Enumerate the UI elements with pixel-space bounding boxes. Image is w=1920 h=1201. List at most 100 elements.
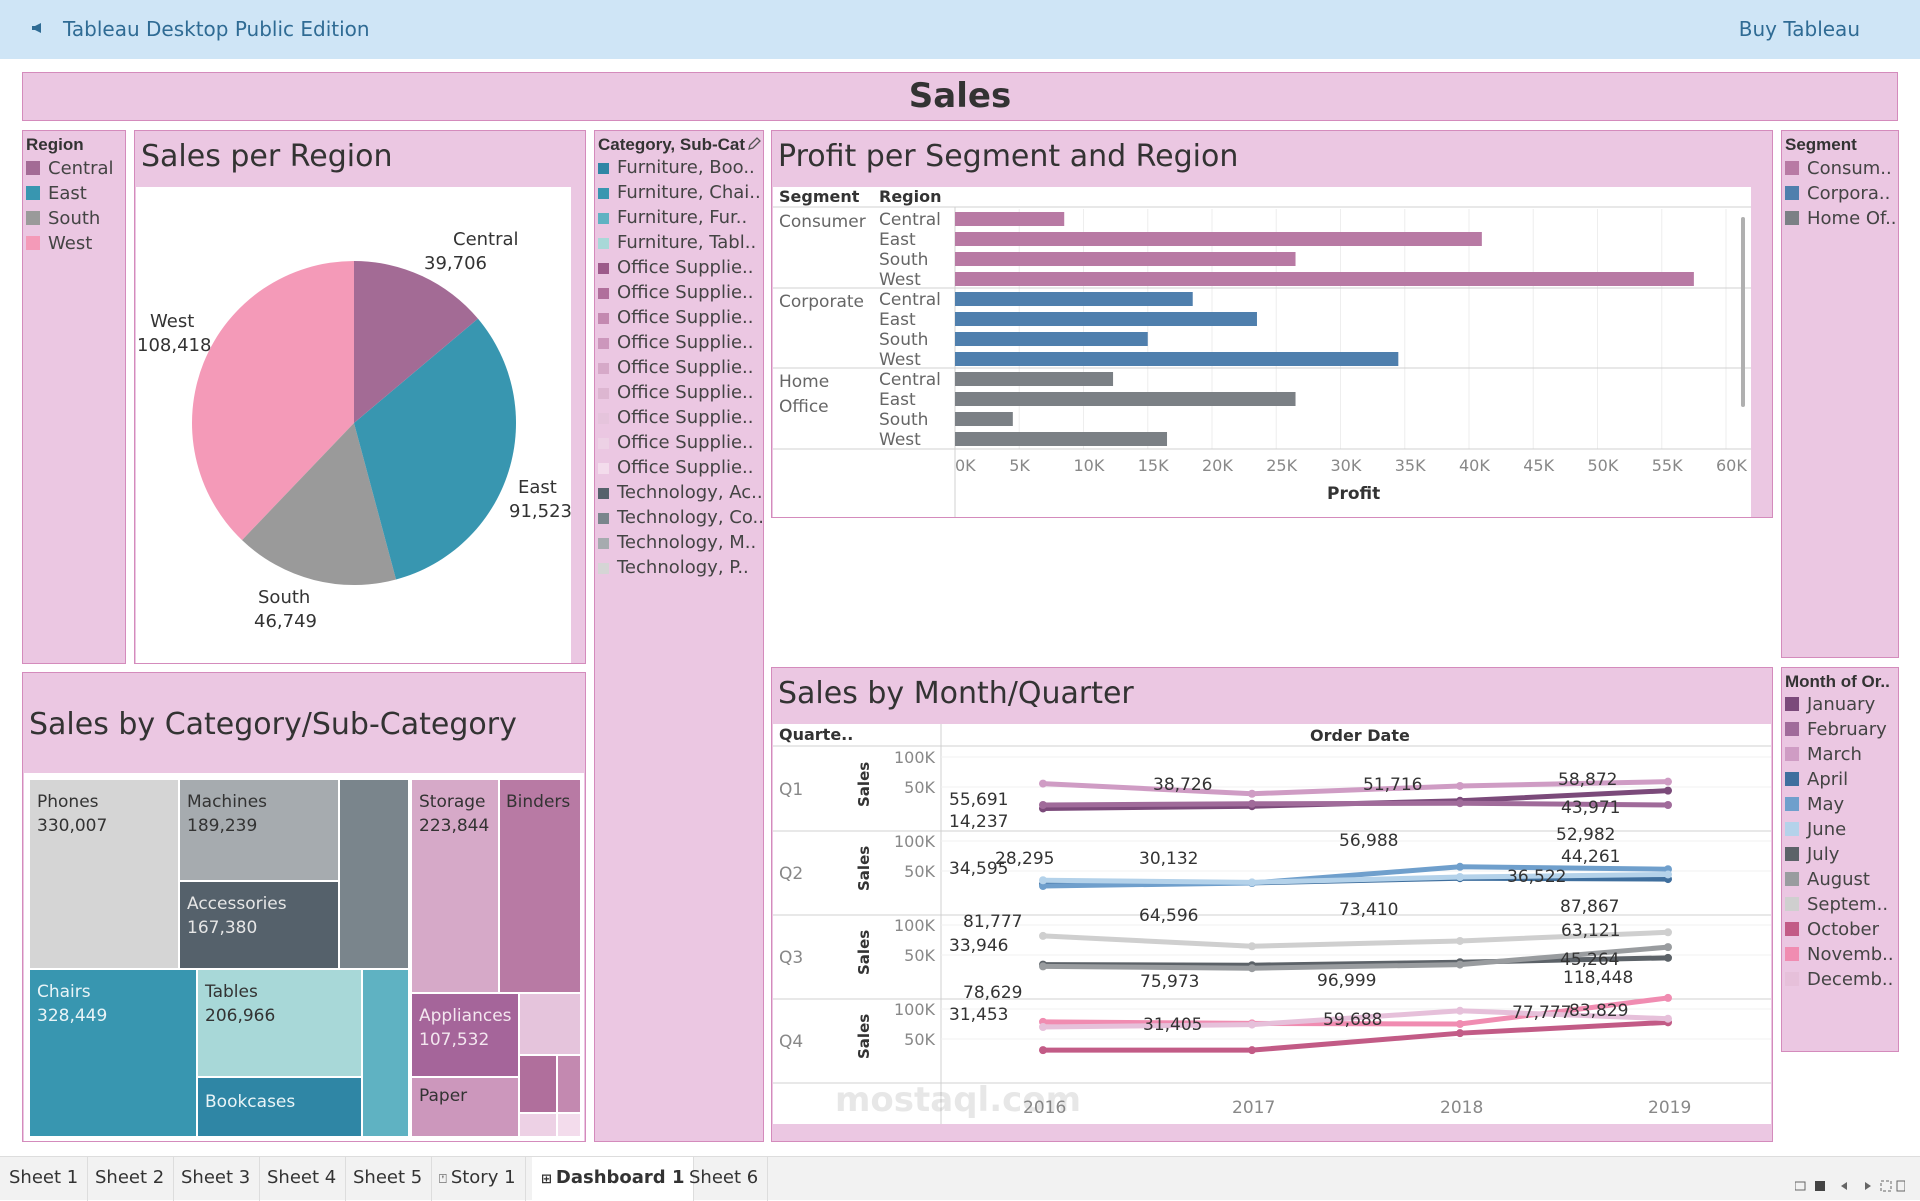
legend-item-category[interactable]: Office Supplie.. — [598, 307, 762, 331]
profit-bar[interactable] — [955, 292, 1193, 306]
stop-icon[interactable] — [1815, 1181, 1825, 1191]
series-point[interactable] — [1456, 1006, 1464, 1015]
tab-sheet-4[interactable]: Sheet 4 — [258, 1157, 347, 1201]
line-chart[interactable]: Quarte.. Order Date 100K 50K Q1 Sales 100K 50… — [773, 724, 1771, 1124]
legend-item-month[interactable]: Septem.. — [1785, 894, 1897, 918]
profit-bar[interactable] — [955, 312, 1257, 326]
series-point[interactable] — [1248, 1046, 1256, 1055]
series-line[interactable] — [1040, 1008, 1671, 1030]
fullscreen-icon[interactable] — [1880, 1180, 1892, 1192]
profit-bar[interactable] — [955, 372, 1114, 386]
legend-item-month[interactable]: March — [1785, 744, 1897, 768]
profit-bar[interactable] — [955, 412, 1013, 426]
profit-bar[interactable] — [955, 392, 1296, 406]
tile-storage[interactable] — [410, 778, 500, 994]
legend-item-category[interactable]: Furniture, Fur.. — [598, 207, 762, 231]
tile-appliances[interactable] — [410, 992, 520, 1078]
legend-item-month[interactable]: Novemb.. — [1785, 944, 1897, 968]
legend-item-category[interactable]: Technology, Ac.. — [598, 482, 762, 506]
series-point[interactable] — [1664, 953, 1672, 962]
profit-bar[interactable] — [955, 212, 1065, 226]
treemap-chart[interactable]: Phones 330,007 Machines 189,239 Accessor… — [24, 773, 584, 1141]
tab-dashboard-1[interactable]: ⊞ Dashboard 1 — [532, 1157, 695, 1201]
series-point[interactable] — [1664, 943, 1672, 952]
pie-chart[interactable]: Central 39,706 East 91,523 South 46,749 … — [136, 187, 572, 663]
series-point[interactable] — [1456, 781, 1464, 790]
series-point[interactable] — [1039, 962, 1047, 971]
grid-icon[interactable] — [1795, 1181, 1806, 1191]
tile-bookcases[interactable] — [196, 1076, 363, 1138]
series-point[interactable] — [1248, 1020, 1256, 1029]
series-point[interactable] — [1039, 882, 1047, 890]
legend-item-month[interactable]: June — [1785, 819, 1897, 843]
edit-pencil-icon[interactable] — [747, 137, 761, 151]
series-line[interactable] — [1040, 995, 1671, 1027]
legend-item-south[interactable]: South — [26, 208, 100, 232]
series-point[interactable] — [1248, 878, 1256, 887]
series-point[interactable] — [1456, 1029, 1464, 1038]
tile-supplies[interactable] — [556, 1112, 582, 1138]
series-point[interactable] — [1039, 801, 1047, 809]
legend-item-category[interactable]: Technology, M.. — [598, 532, 762, 556]
series-point[interactable] — [1248, 789, 1256, 798]
next-icon[interactable] — [1865, 1182, 1871, 1190]
legend-item-category[interactable]: Office Supplie.. — [598, 457, 762, 481]
series-point[interactable] — [1456, 862, 1464, 871]
series-point[interactable] — [1664, 777, 1672, 786]
series-point[interactable] — [1039, 931, 1047, 940]
tile-paper[interactable] — [410, 1076, 520, 1138]
legend-item-category[interactable]: Furniture, Boo.. — [598, 157, 762, 181]
buy-tableau-link[interactable]: Buy Tableau — [1738, 17, 1860, 41]
series-point[interactable] — [1456, 799, 1464, 808]
tile-furnishings[interactable] — [361, 968, 410, 1138]
legend-item-category[interactable]: Office Supplie.. — [598, 382, 762, 406]
tab-story-1[interactable]: ⍞ Story 1 — [430, 1157, 526, 1201]
series-point[interactable] — [1248, 942, 1256, 951]
legend-item-month[interactable]: Decemb.. — [1785, 969, 1897, 993]
legend-item-corporate[interactable]: Corpora.. — [1785, 183, 1890, 207]
legend-item-category[interactable]: Office Supplie.. — [598, 282, 762, 306]
tile-binders[interactable] — [498, 778, 582, 994]
tile-copiers[interactable] — [338, 778, 410, 970]
tile-machines[interactable] — [178, 778, 340, 882]
legend-item-month[interactable]: May — [1785, 794, 1897, 818]
legend-item-month[interactable]: April — [1785, 769, 1897, 793]
profit-bar[interactable] — [955, 272, 1694, 286]
legend-item-west[interactable]: West — [26, 233, 92, 257]
series-point[interactable] — [1456, 1020, 1464, 1028]
tab-sheet-6[interactable]: Sheet 6 — [680, 1157, 769, 1201]
series-point[interactable] — [1039, 1023, 1047, 1031]
scrollbar-thumb[interactable] — [1741, 217, 1745, 407]
pie-slice-central[interactable] — [354, 261, 478, 423]
legend-item-category[interactable]: Office Supplie.. — [598, 357, 762, 381]
legend-item-month[interactable]: February — [1785, 719, 1897, 743]
profit-bar[interactable] — [955, 232, 1482, 246]
tile-art[interactable] — [518, 992, 582, 1056]
profit-bar[interactable] — [955, 252, 1296, 266]
profit-bar[interactable] — [955, 332, 1148, 346]
series-point[interactable] — [1456, 936, 1464, 945]
series-line[interactable] — [1040, 1019, 1671, 1053]
pie-slice-east[interactable] — [354, 318, 516, 580]
tab-sheet-2[interactable]: Sheet 2 — [86, 1157, 175, 1201]
series-line[interactable] — [1040, 800, 1671, 808]
legend-item-category[interactable]: Office Supplie.. — [598, 407, 762, 431]
series-point[interactable] — [1039, 1046, 1047, 1055]
tab-sheet-3[interactable]: Sheet 3 — [172, 1157, 261, 1201]
legend-item-month[interactable]: January — [1785, 694, 1897, 718]
tile-fasteners[interactable] — [518, 1112, 558, 1138]
legend-item-month[interactable]: July — [1785, 844, 1897, 868]
legend-item-category[interactable]: Technology, P.. — [598, 557, 762, 581]
series-point[interactable] — [1664, 870, 1672, 879]
legend-item-category[interactable]: Office Supplie.. — [598, 257, 762, 281]
series-line[interactable] — [1040, 864, 1671, 889]
legend-item-category[interactable]: Furniture, Tabl.. — [598, 232, 762, 256]
tile-phones[interactable] — [28, 778, 180, 970]
series-point[interactable] — [1664, 993, 1672, 1002]
legend-item-category[interactable]: Furniture, Chai.. — [598, 182, 762, 206]
legend-item-central[interactable]: Central — [26, 158, 114, 182]
legend-item-month[interactable]: October — [1785, 919, 1897, 943]
series-point[interactable] — [1248, 799, 1256, 808]
profit-bar[interactable] — [955, 352, 1399, 366]
legend-item-home-office[interactable]: Home Of.. — [1785, 208, 1897, 232]
